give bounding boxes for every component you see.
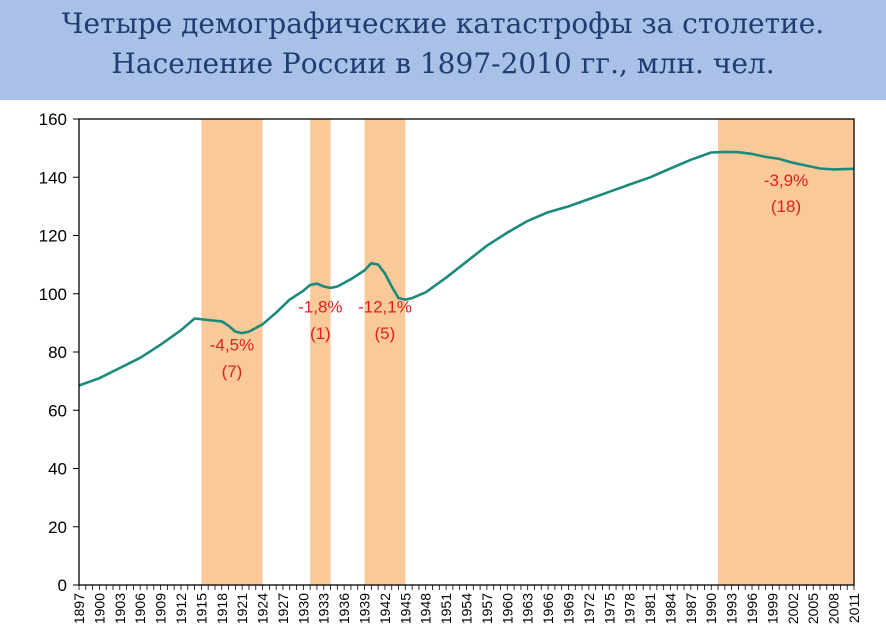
- x-tick-label: 1969: [561, 593, 577, 624]
- x-tick-label: 1942: [377, 593, 393, 624]
- x-tick-label: 1933: [316, 593, 332, 624]
- band-label-4: -3,9%: [764, 171, 808, 190]
- x-tick-label: 1978: [622, 593, 638, 624]
- x-tick-label: 1912: [173, 593, 189, 624]
- band-label-3: -12,1%: [358, 298, 412, 317]
- x-tick-label: 1903: [112, 593, 128, 624]
- crisis-band-4: [718, 119, 854, 585]
- chart-subtitle: Население России в 1897-2010 гг., млн. ч…: [111, 47, 775, 80]
- band-sublabel-4: (18): [771, 197, 801, 216]
- x-tick-label: 1984: [662, 593, 678, 624]
- x-tick-label: 1996: [744, 593, 760, 624]
- x-tick-label: 1957: [479, 593, 495, 624]
- band-sublabel-1: (7): [222, 362, 243, 381]
- title-bar: Четыре демографические катастрофы за сто…: [0, 0, 886, 100]
- x-tick-label: 1954: [459, 593, 475, 624]
- y-tick-label: 20: [48, 518, 67, 537]
- x-tick-label: 1900: [91, 593, 107, 624]
- x-tick-label: 1930: [295, 593, 311, 624]
- crisis-band-2: [310, 119, 331, 585]
- x-tick-label: 1972: [581, 593, 597, 624]
- x-tick-label: 2011: [846, 593, 862, 623]
- x-tick-label: 1987: [683, 593, 699, 624]
- crisis-band-1: [201, 119, 263, 585]
- axes: 0 20 40 60 80 100 120 140 160 1897 1900 1903 1906 190…: [39, 110, 862, 624]
- y-tick-label: 100: [39, 285, 67, 304]
- x-tick-label: 1981: [642, 593, 658, 624]
- y-tick-label: 160: [39, 110, 67, 129]
- y-tick-label: 0: [58, 576, 67, 595]
- population-line-layer: [78, 150, 855, 387]
- y-tick-label: 40: [48, 460, 67, 479]
- x-tick-label: 1936: [336, 593, 352, 624]
- x-tick-label: 1897: [71, 593, 87, 624]
- band-sublabel-3: (5): [375, 324, 396, 343]
- x-tick-label: 1927: [275, 593, 291, 624]
- x-tick-label: 1951: [438, 593, 454, 624]
- y-tick-label: 120: [39, 227, 67, 246]
- x-tick-label: 1960: [499, 593, 515, 624]
- y-tick-label: 80: [48, 343, 67, 362]
- x-tick-label: 1939: [357, 593, 373, 624]
- x-tick-label: 1915: [193, 593, 209, 624]
- crisis-bands: [201, 119, 854, 585]
- y-tick-label: 140: [39, 168, 67, 187]
- band-annotations: -4,5% (7) -1,8% (1) -12,1% (5) -3,9% (18): [210, 171, 808, 381]
- x-tick-label: 1993: [724, 593, 740, 624]
- band-label-2: -1,8%: [298, 298, 342, 317]
- x-tick-label: 2008: [826, 593, 842, 624]
- x-tick-label: 1948: [418, 593, 434, 624]
- population-line: [78, 150, 855, 387]
- x-tick-label: 1990: [703, 593, 719, 624]
- x-tick-label: 1999: [764, 593, 780, 624]
- x-tick-label: 2002: [785, 593, 801, 624]
- y-tick-label: 60: [48, 401, 67, 420]
- band-label-1: -4,5%: [210, 336, 254, 355]
- band-sublabel-2: (1): [310, 324, 331, 343]
- x-tick-label: 1975: [601, 593, 617, 624]
- x-tick-label: 2005: [805, 593, 821, 624]
- x-tick-label: 1918: [214, 593, 230, 624]
- x-tick-label: 1906: [132, 593, 148, 624]
- x-tick-label: 1909: [153, 593, 169, 624]
- x-tick-label: 1966: [540, 593, 556, 624]
- chart-title: Четыре демографические катастрофы за сто…: [61, 7, 825, 40]
- x-tick-label: 1921: [234, 593, 250, 624]
- x-tick-label: 1945: [397, 593, 413, 624]
- population-chart: 0 20 40 60 80 100 120 140 160 1897 1900 1903 1906 190…: [39, 110, 862, 624]
- crisis-band-3: [364, 119, 406, 585]
- x-tick-label: 1963: [520, 593, 536, 624]
- x-tick-label: 1924: [255, 593, 271, 624]
